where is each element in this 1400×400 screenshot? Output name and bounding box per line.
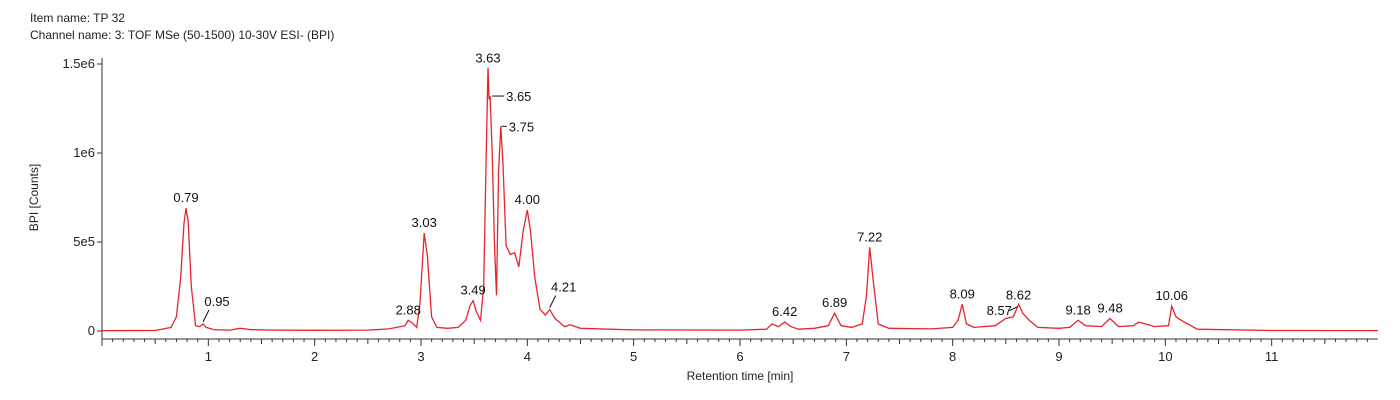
peak-label: 3.03 — [412, 215, 437, 230]
peak-label: 4.21 — [551, 280, 576, 295]
x-tick-label: 2 — [311, 349, 318, 364]
peak-label: 9.48 — [1097, 301, 1122, 316]
x-tick-label: 8 — [949, 349, 956, 364]
item-name: Item name: TP 32 — [30, 11, 125, 25]
bpi-trace-line — [101, 67, 1379, 332]
peak-label: 4.00 — [515, 192, 540, 207]
x-tick-label: 9 — [1055, 349, 1062, 364]
chart-axes: 0 5e5 1e6 1.5e6 1 2 3 4 5 6 7 8 9 10 11 — [62, 56, 1378, 364]
peak-label: 9.18 — [1065, 302, 1090, 317]
peak-label: 7.22 — [857, 229, 882, 244]
peak-label: 8.62 — [1006, 287, 1031, 302]
peak-label: 6.89 — [822, 295, 847, 310]
peak-labels: 0.79 0.95 2.88 3.03 3.49 3.63 3.65 3.75 4.00 4.21… — [173, 51, 1188, 323]
y-axis-title: BPI [Counts] — [27, 164, 41, 231]
x-tick-label: 1 — [205, 349, 212, 364]
y-tick-label: 1e6 — [73, 145, 95, 160]
chart-header: Item name: TP 32 Channel name: 3: TOF MS… — [30, 10, 334, 44]
x-tick-label: 7 — [843, 349, 850, 364]
x-tick-label: 3 — [417, 349, 424, 364]
x-tick-label: 5 — [630, 349, 637, 364]
peak-leader — [202, 309, 210, 323]
peak-leader — [549, 295, 557, 308]
peak-label: 3.63 — [475, 51, 500, 66]
y-tick-label: 1.5e6 — [62, 56, 95, 71]
peak-label: 8.57 — [987, 303, 1012, 318]
peak-label: 8.09 — [950, 286, 975, 301]
peak-label: 2.88 — [396, 302, 421, 317]
peak-label: 3.65 — [506, 89, 531, 104]
peak-label: 0.95 — [204, 294, 229, 309]
x-tick-label: 4 — [524, 349, 531, 364]
x-tick-label: 10 — [1158, 349, 1172, 364]
peak-label: 3.49 — [460, 283, 485, 298]
peak-leader — [1009, 306, 1018, 312]
x-tick-label: 6 — [736, 349, 743, 364]
channel-name: Channel name: 3: TOF MSe (50-1500) 10-30… — [30, 28, 335, 42]
x-axis-title: Retention time [min] — [687, 369, 794, 383]
peak-label: 3.75 — [509, 119, 534, 134]
x-tick-label: 11 — [1265, 349, 1279, 364]
peak-label: 10.06 — [1155, 288, 1188, 303]
peak-label: 0.79 — [173, 190, 198, 205]
y-tick-label: 0 — [88, 323, 95, 338]
peak-label: 6.42 — [772, 304, 797, 319]
y-tick-label: 5e5 — [73, 234, 95, 249]
